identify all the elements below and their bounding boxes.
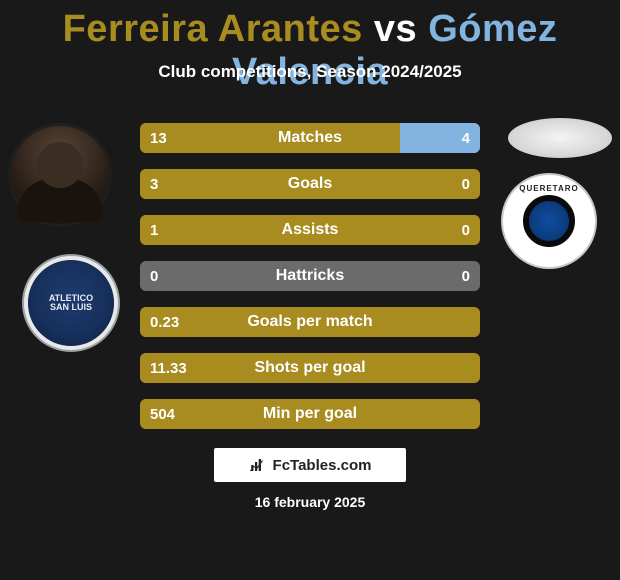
player2-club-text: QUERETARO — [506, 184, 592, 193]
player1-avatar — [8, 123, 112, 227]
stat-row: Matches134 — [140, 123, 480, 153]
player1-club-badge: ATLETICO SAN LUIS — [28, 260, 114, 346]
stat-row: Goals30 — [140, 169, 480, 199]
stat-bar-left — [140, 353, 480, 383]
stat-bar-left — [140, 123, 400, 153]
stat-value-left: 0 — [150, 261, 158, 291]
title-vs: vs — [374, 8, 417, 50]
comparison-bars: Matches134 Goals30 Assists10 Hattricks0 0 Goa… — [140, 123, 480, 445]
stat-row: Goals per match0.23 — [140, 307, 480, 337]
stat-row: Hattricks0 0 — [140, 261, 480, 291]
title-player1: Ferreira Arantes — [63, 8, 363, 50]
stat-bar-left — [140, 307, 480, 337]
stat-bar-left — [140, 215, 480, 245]
player2-club-badge: QUERETARO — [506, 178, 592, 264]
stat-bar-left — [140, 399, 480, 429]
date-text: 16 february 2025 — [0, 494, 620, 510]
player2-avatar — [508, 118, 612, 158]
stat-row: Shots per goal11.33 — [140, 353, 480, 383]
brand-badge: FcTables.com — [214, 448, 406, 482]
chart-icon — [249, 456, 267, 474]
stat-label: Hattricks — [140, 261, 480, 291]
stat-row: Assists10 — [140, 215, 480, 245]
stat-bar-left — [140, 169, 480, 199]
player1-club-text: ATLETICO SAN LUIS — [49, 294, 93, 313]
subtitle: Club competitions, Season 2024/2025 — [0, 62, 620, 82]
brand-text: FcTables.com — [273, 457, 372, 474]
stat-bar-right — [400, 123, 480, 153]
stat-row: Min per goal504 — [140, 399, 480, 429]
stat-value-right: 0 — [462, 261, 470, 291]
